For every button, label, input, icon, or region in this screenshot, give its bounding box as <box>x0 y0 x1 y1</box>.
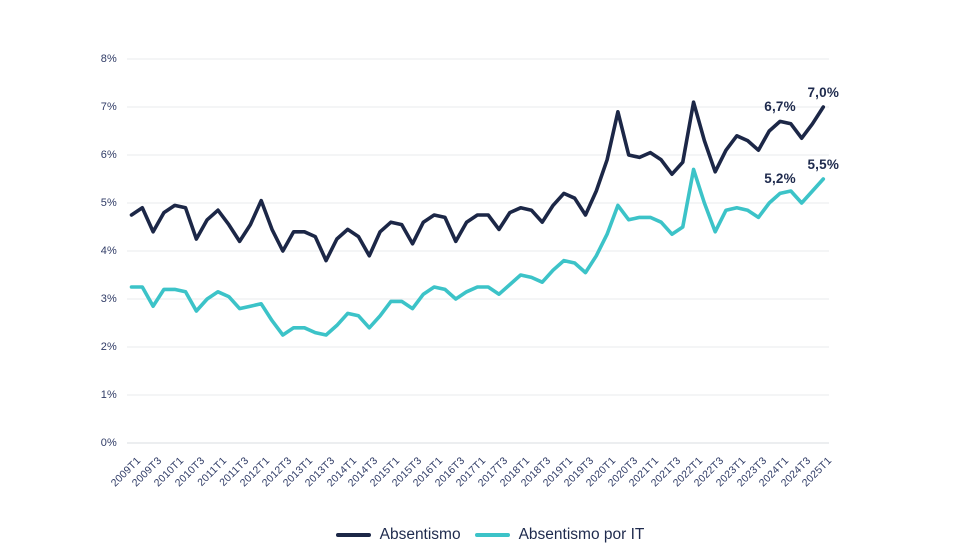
data-label-2024T1: 5,2% <box>764 171 796 187</box>
y-tick-label: 1% <box>100 389 117 401</box>
y-tick-label: 4% <box>100 245 117 257</box>
data-label-2025T1: 7,0% <box>807 85 840 100</box>
legend-label-absentismo: Absentismo <box>379 526 461 543</box>
legend: Absentismo Absentismo por IT <box>0 526 980 544</box>
series-line-1 <box>129 167 826 337</box>
y-tick-label: 7% <box>100 101 117 113</box>
y-tick-label: 0% <box>100 437 117 449</box>
absentismo-line-swatch <box>335 532 371 538</box>
y-tick-label: 6% <box>100 149 117 161</box>
data-label-2024T1: 6,7% <box>764 99 796 115</box>
data-label-2025T1: 5,5% <box>807 157 840 172</box>
absentismo-por-it-line-swatch <box>474 532 510 538</box>
y-tick-label: 2% <box>100 341 117 353</box>
legend-item-absentismo-por-it: Absentismo por IT <box>474 526 645 544</box>
legend-label-absentismo-por-it: Absentismo por IT <box>518 526 645 543</box>
series-line-0 <box>129 100 826 263</box>
y-tick-label: 3% <box>100 293 117 305</box>
y-tick-label: 5% <box>100 197 117 209</box>
y-tick-label: 8% <box>100 53 117 65</box>
legend-item-absentismo: Absentismo <box>335 526 461 544</box>
